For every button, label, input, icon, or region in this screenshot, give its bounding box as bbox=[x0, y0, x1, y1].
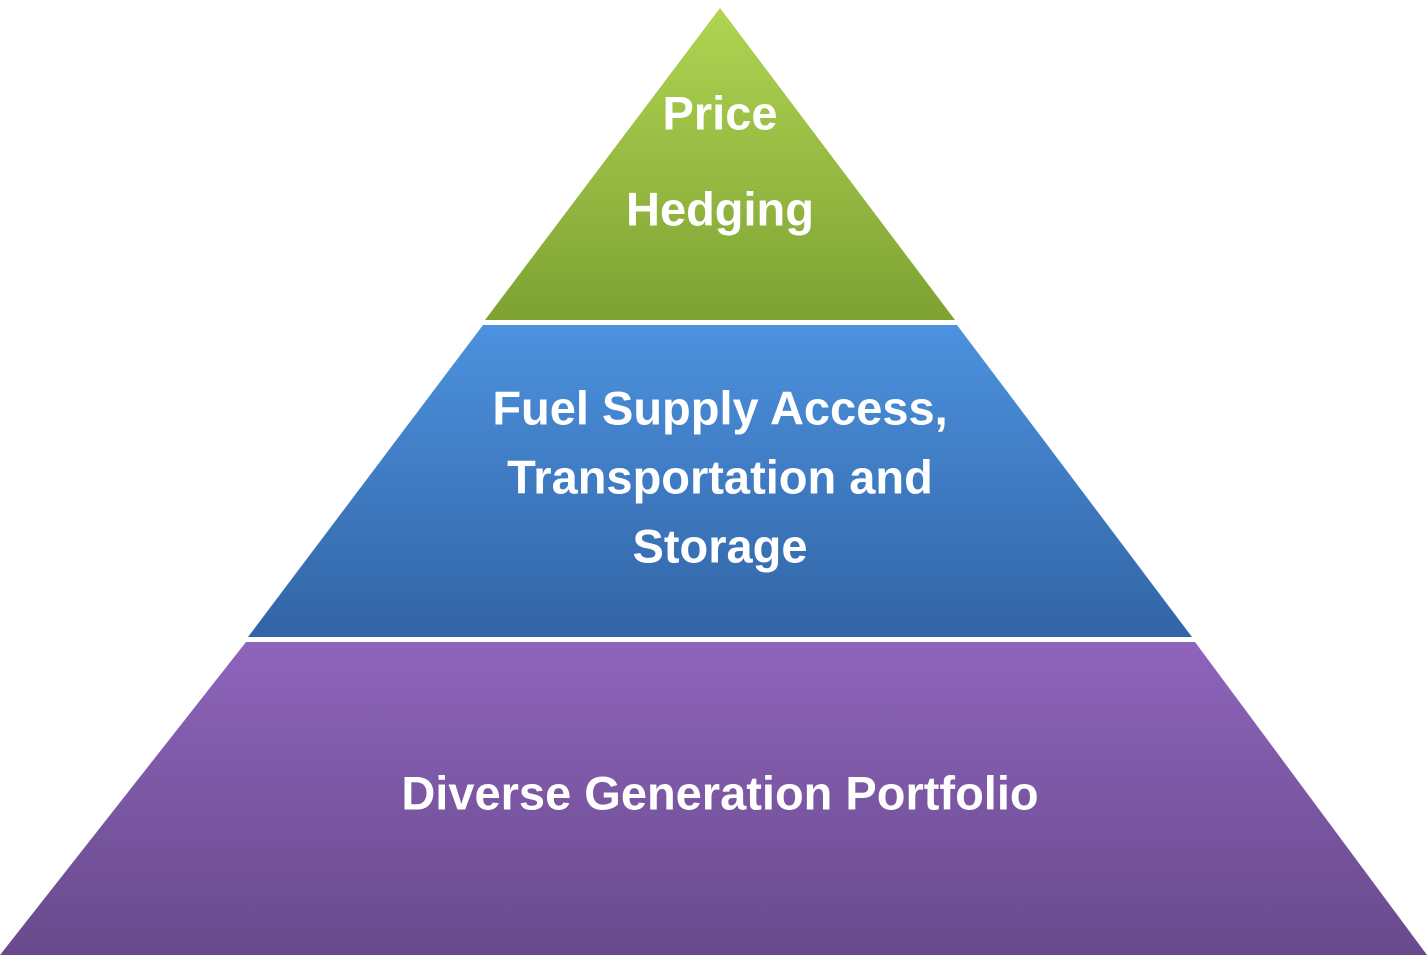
top-layer bbox=[485, 8, 955, 320]
layer-label: Storage bbox=[633, 519, 808, 572]
layer-label: Fuel Supply Access, bbox=[492, 381, 947, 434]
layer-label: Diverse Generation Portfolio bbox=[401, 766, 1038, 819]
layer-label: Price bbox=[663, 86, 778, 139]
middle-layer bbox=[248, 325, 1192, 637]
layer-label: Hedging bbox=[626, 182, 814, 235]
layer-label: Transportation and bbox=[507, 450, 933, 503]
bottom-layer bbox=[0, 642, 1427, 955]
